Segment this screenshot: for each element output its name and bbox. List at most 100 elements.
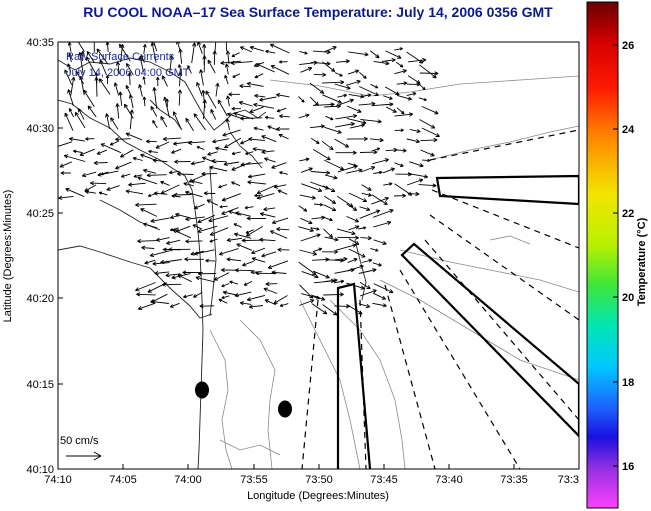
- current-vector: [93, 160, 108, 166]
- current-vector: [382, 167, 396, 174]
- current-vector: [98, 191, 108, 196]
- current-vector: [263, 287, 278, 294]
- current-vector: [348, 248, 366, 258]
- current-vector: [75, 70, 85, 85]
- current-vector: [99, 59, 107, 75]
- current-vector: [248, 137, 266, 142]
- current-vector: [240, 162, 263, 167]
- current-vector: [371, 196, 390, 205]
- current-vector: [169, 302, 180, 308]
- current-vector: [161, 75, 168, 87]
- current-vector: [115, 61, 121, 75]
- current-vector: [207, 59, 216, 74]
- x-tick-label: 73:3: [558, 474, 579, 486]
- current-vector: [125, 189, 144, 195]
- current-vector: [321, 249, 339, 255]
- current-vector: [271, 270, 287, 275]
- current-vector: [360, 236, 372, 241]
- current-vector: [361, 184, 372, 191]
- current-vector: [370, 83, 379, 89]
- current-vector: [361, 258, 373, 263]
- current-vector: [321, 140, 334, 151]
- current-vector: [234, 291, 252, 298]
- bathymetry-contours: [209, 75, 579, 469]
- station-marker: [195, 381, 209, 399]
- current-vector: [335, 113, 358, 120]
- current-vector: [337, 235, 359, 240]
- y-tick-label: 40:25: [26, 208, 54, 220]
- current-vector: [208, 215, 229, 223]
- current-vector: [185, 216, 205, 222]
- current-vector: [406, 92, 417, 97]
- current-vector: [347, 69, 360, 75]
- current-vector: [224, 74, 229, 85]
- current-vector: [126, 63, 134, 76]
- current-vector: [252, 147, 266, 152]
- current-vector: [60, 171, 71, 175]
- scale-label: 50 cm/s: [60, 435, 99, 447]
- current-vector: [299, 299, 315, 306]
- current-vector: [247, 173, 266, 179]
- current-vector: [247, 180, 266, 185]
- current-vector: [153, 42, 158, 52]
- current-vector: [276, 226, 290, 232]
- current-vector: [277, 189, 288, 195]
- current-vector: [183, 182, 194, 187]
- current-vector: [407, 172, 429, 179]
- current-vector: [369, 50, 380, 59]
- current-vector: [172, 111, 182, 130]
- current-vector: [166, 239, 181, 245]
- current-vector: [359, 206, 371, 212]
- current-vector: [173, 192, 192, 198]
- current-vector: [372, 302, 387, 308]
- current-vector: [84, 189, 96, 194]
- current-vector: [150, 217, 170, 223]
- y-tick-label: 40:35: [26, 37, 54, 49]
- current-vector: [267, 125, 278, 131]
- y-tick-label: 40:20: [26, 293, 54, 305]
- current-vector: [218, 298, 228, 304]
- current-vector: [191, 42, 197, 64]
- x-tick-label: 73:55: [240, 474, 268, 486]
- current-vector: [324, 126, 342, 134]
- current-vector: [172, 141, 193, 146]
- current-vector: [299, 50, 308, 55]
- current-vector: [385, 50, 402, 59]
- current-vector: [81, 171, 97, 178]
- current-vector: [205, 258, 216, 263]
- current-vector: [113, 82, 120, 96]
- current-vector: [193, 203, 205, 210]
- current-vector: [79, 148, 95, 156]
- current-vector: [143, 168, 157, 174]
- current-vector: [115, 137, 131, 142]
- current-vector: [80, 50, 85, 61]
- current-vector: [409, 161, 424, 168]
- current-vector: [373, 239, 387, 245]
- current-vector: [409, 128, 421, 134]
- current-vector: [155, 76, 160, 87]
- current-vector: [347, 264, 364, 272]
- current-vector: [163, 96, 170, 118]
- current-vector: [193, 292, 203, 298]
- current-vector: [160, 181, 170, 186]
- current-vector: [150, 299, 169, 304]
- current-vector: [115, 103, 120, 119]
- current-vector: [177, 274, 192, 283]
- current-vector: [68, 53, 72, 63]
- current-vector: [155, 237, 170, 242]
- current-vector: [248, 304, 263, 309]
- current-vector: [169, 227, 179, 232]
- current-vector: [114, 161, 132, 170]
- y-tick-label: 40:10: [26, 464, 54, 476]
- current-vector: [334, 256, 348, 262]
- current-vector: [322, 80, 345, 85]
- current-vector: [246, 81, 264, 87]
- current-vector: [169, 214, 181, 219]
- current-vector: [142, 222, 158, 229]
- current-vector: [222, 129, 241, 137]
- current-vector: [192, 224, 203, 230]
- x-tick-label: 74:05: [109, 474, 137, 486]
- current-vector: [346, 105, 362, 113]
- current-vector: [135, 282, 156, 292]
- current-vector: [265, 49, 276, 54]
